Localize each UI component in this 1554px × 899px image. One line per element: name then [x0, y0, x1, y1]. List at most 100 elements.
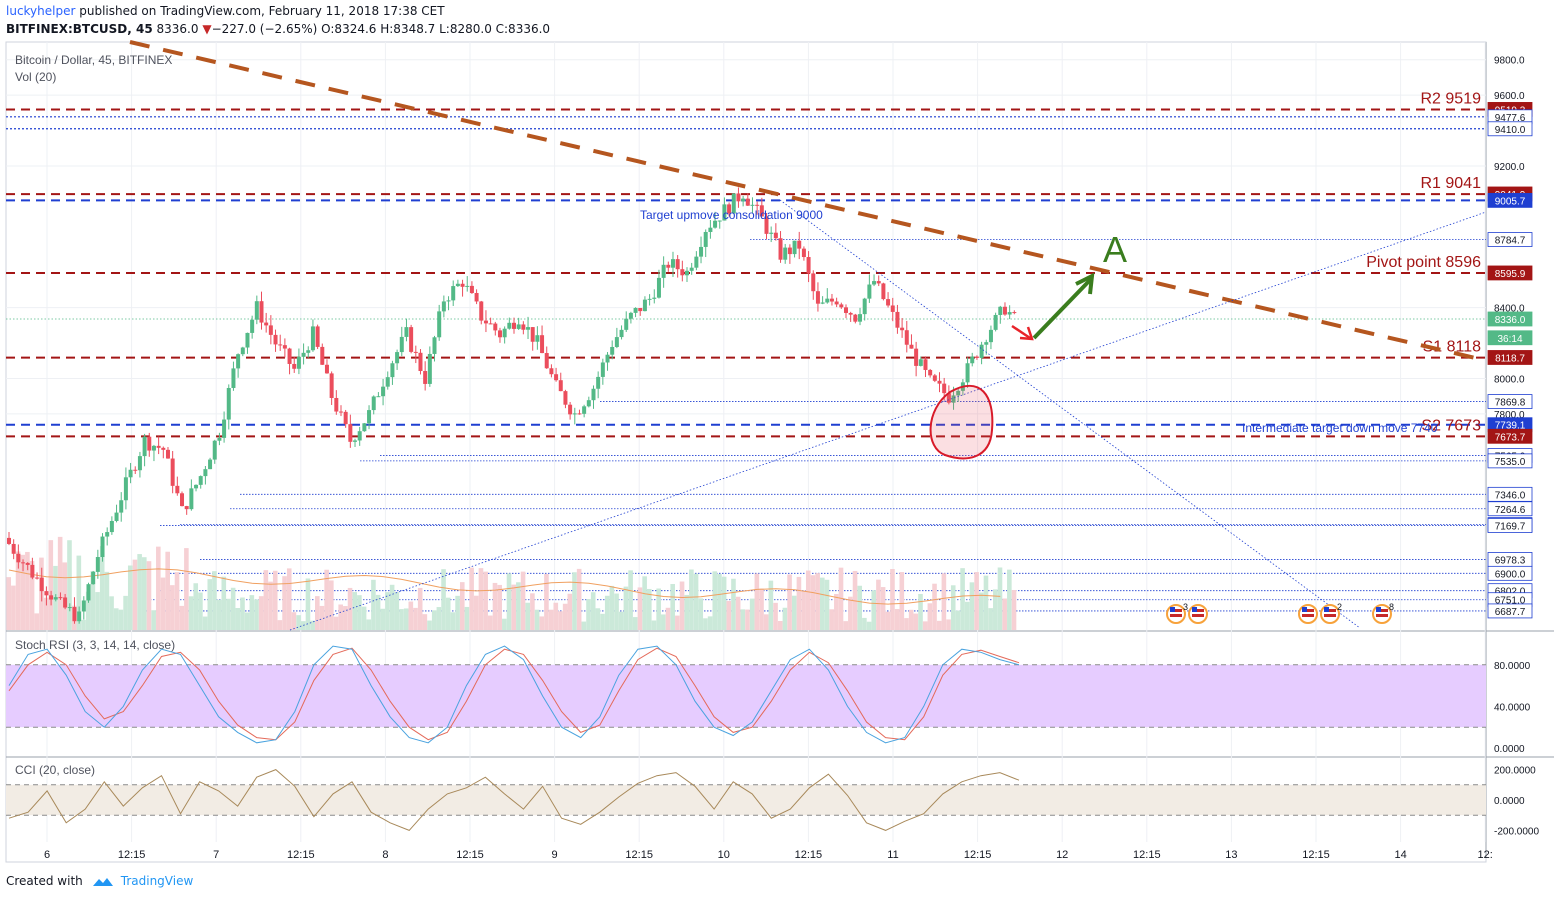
annotation-target-up: Target upmove consolidation 9000 [640, 208, 823, 222]
candle-body [189, 488, 194, 510]
volume-bar [820, 577, 825, 630]
change-value: −227.0 (−2.65%) [211, 22, 318, 36]
candle-body [301, 352, 306, 357]
pivot-label-s2: S2 7673 [1421, 417, 1481, 434]
volume-bar [922, 621, 928, 630]
volume-bar [450, 612, 456, 630]
tradingview-logo-icon [92, 877, 113, 886]
candle-body [605, 354, 610, 363]
price-tick-label: 8000.0 [1494, 375, 1525, 386]
volume-bar [843, 621, 848, 630]
candle-body [661, 264, 666, 278]
volume-bar [48, 540, 54, 630]
volume-bar [142, 557, 147, 630]
candle-body [722, 204, 727, 221]
volume-bar [796, 576, 802, 630]
price-tag [1487, 192, 1533, 208]
symbol-name[interactable]: BITFINEX:BTCUSD, 45 [6, 22, 153, 36]
candle-body [418, 352, 423, 372]
volume-bar [85, 591, 91, 630]
x-tick-label: 12:15 [625, 849, 653, 861]
price-tag [1487, 232, 1533, 247]
candle-body [572, 413, 577, 415]
cci-line [8, 769, 1020, 831]
volume-bar [76, 555, 82, 630]
candle-body [965, 363, 970, 383]
candle-body [516, 324, 521, 329]
candle-body [310, 326, 315, 351]
tradingview-link[interactable]: TradingView [120, 874, 194, 888]
chart-canvas[interactable]: 6 12:15 7 12:15 8 12:15 9 12:15 10 12:15 11 12:15 12… [0, 0, 1554, 870]
candle-body [226, 387, 231, 420]
volume-bar [506, 573, 512, 630]
volume-bar [955, 610, 961, 630]
candle-body [137, 456, 142, 471]
price-tag-label: 6751.0 [1495, 596, 1526, 607]
candle-body [427, 353, 432, 384]
price-tag-label: 7264.6 [1495, 505, 1526, 516]
volume-bar [300, 621, 306, 630]
candle-body [750, 204, 755, 206]
candle-body [577, 413, 582, 415]
candle-body [708, 227, 713, 232]
volume-bar [492, 582, 498, 630]
volume-bar [866, 621, 872, 630]
volume-bar [693, 573, 699, 630]
candle-body [512, 322, 516, 329]
volume-bar [534, 609, 540, 630]
volume-bar [946, 619, 951, 630]
candle-body [245, 332, 250, 348]
candle-body [942, 383, 947, 394]
candle-body [198, 476, 203, 485]
volume-bar [497, 584, 502, 630]
volume-bar [763, 614, 769, 630]
volume-bar [319, 605, 325, 630]
volume-bar [768, 580, 774, 630]
candle-body [741, 198, 746, 202]
volume-bar [156, 546, 161, 630]
x-tick-label: 10 [718, 849, 730, 861]
volume-bar [127, 565, 133, 630]
candle-body [236, 354, 241, 369]
volume-bar [988, 608, 993, 630]
volume-bar [787, 574, 792, 630]
candle-body [867, 284, 872, 299]
chart-title: Bitcoin / Dollar, 45, BITFINEX [15, 53, 172, 67]
candle-body [904, 330, 909, 345]
candle-body [287, 348, 292, 364]
candle-body [909, 344, 914, 349]
price-tag-label: 9477.6 [1495, 113, 1526, 124]
volume-bar [109, 596, 114, 630]
candle-body [932, 375, 937, 381]
last-price: 8336.0 [156, 22, 199, 36]
price-tag [1487, 394, 1533, 409]
volume-bar [459, 582, 465, 630]
price-tick-label: 9200.0 [1494, 162, 1525, 173]
candle-body [264, 322, 269, 326]
volume-bar [997, 567, 1003, 630]
volume-bar [216, 599, 222, 630]
volume-bar [525, 602, 531, 630]
candle-body [175, 485, 180, 494]
price-tag-label: 8784.7 [1495, 236, 1526, 247]
publisher-link[interactable]: luckyhelper [6, 4, 76, 18]
candle-body [876, 281, 881, 284]
volume-bar [352, 592, 358, 630]
candle-body [745, 198, 750, 206]
candle-body [217, 437, 222, 441]
volume-bar [890, 569, 895, 630]
volume-bar [90, 570, 96, 630]
candle-body [759, 205, 764, 217]
symbol-bar: BITFINEX:BTCUSD, 45 8336.0 ▼−227.0 (−2.6… [6, 22, 550, 36]
us-flag-icon [1376, 614, 1388, 617]
volume-bar [544, 573, 549, 630]
candle-body [914, 348, 919, 366]
volume-bar [483, 571, 488, 630]
volume-bar [726, 600, 732, 630]
candle-body [979, 344, 984, 358]
candle-body [7, 537, 11, 544]
cci-label: CCI (20, close) [15, 763, 95, 777]
volume-bar [791, 595, 797, 630]
candle-body [338, 411, 343, 413]
candle-body [773, 232, 778, 239]
